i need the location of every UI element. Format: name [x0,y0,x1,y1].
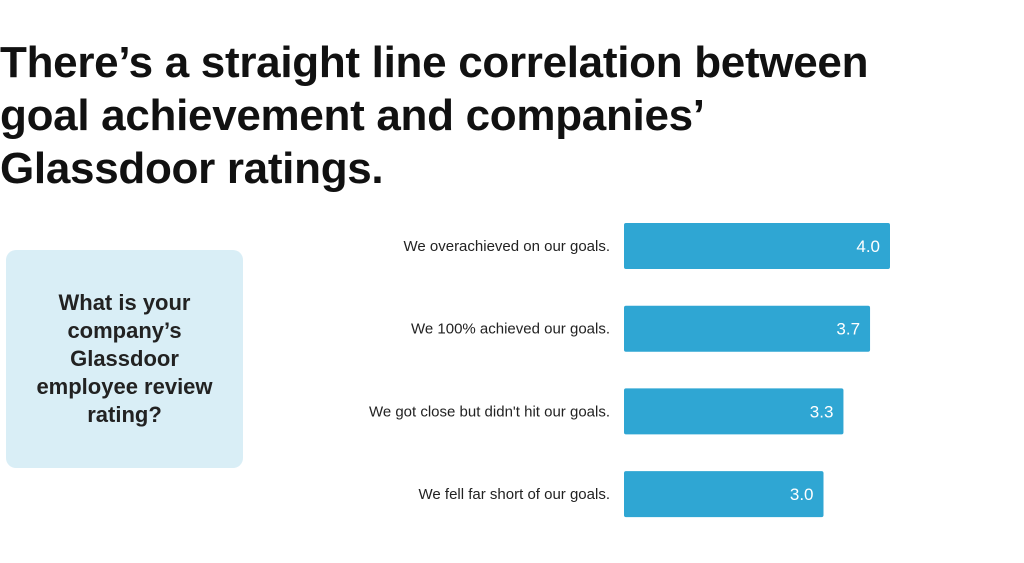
bars-group [624,223,890,518]
question-box: What is your company’s Glassdoor employe… [6,250,243,468]
headline: There’s a straight line correlation betw… [0,38,869,193]
category-label-4: We fell far short of our goals. [419,486,610,503]
value-labels-group: 4.0 3.7 3.3 3.0 [790,237,880,504]
bar-1 [624,223,890,269]
value-label-4: 3.0 [790,485,814,504]
value-label-3: 3.3 [810,402,834,421]
category-label-3: We got close but didn't hit our goals. [369,403,610,420]
bar-4 [624,471,824,518]
category-labels-group: We overachieved on our goals. We 100% ach… [369,238,610,503]
value-label-2: 3.7 [836,320,860,339]
bar-2 [624,305,871,352]
category-label-1: We overachieved on our goals. [403,238,610,255]
question-text: What is your company’s Glassdoor employe… [36,290,213,427]
value-label-1: 4.0 [856,237,880,256]
bar-3 [624,388,844,435]
category-label-2: We 100% achieved our goals. [411,321,610,338]
